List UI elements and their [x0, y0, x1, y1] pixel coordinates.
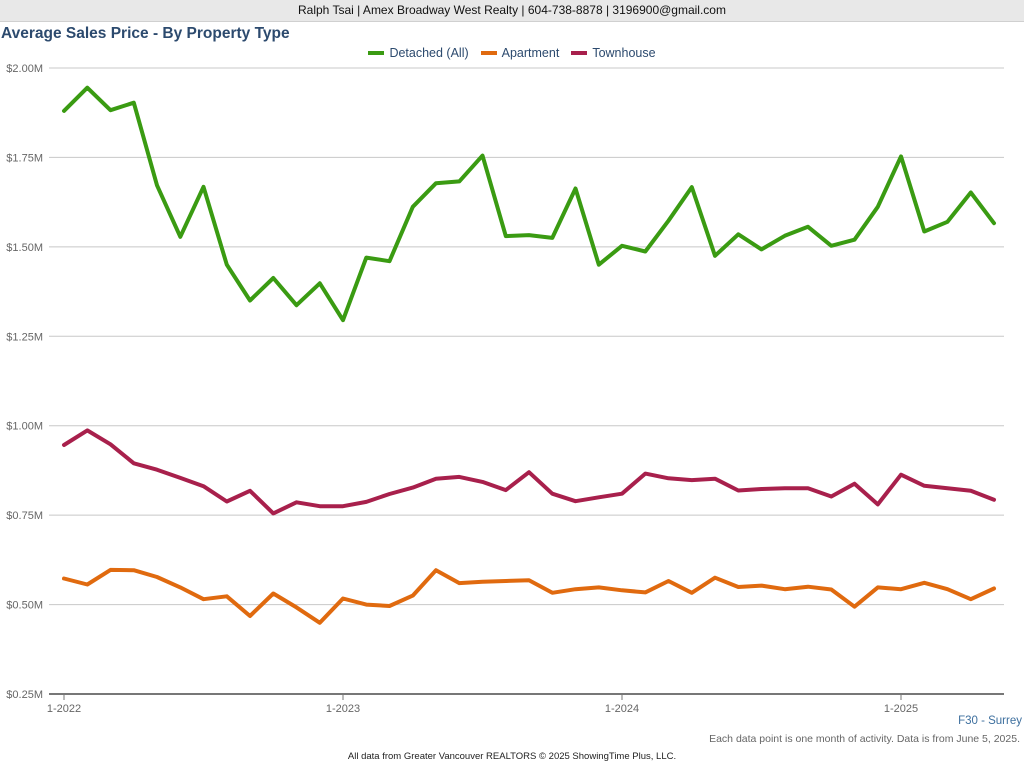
data-source-footer: All data from Greater Vancouver REALTORS… [347, 751, 677, 762]
series-line-detached-all [62, 85, 996, 323]
x-tick-label: 1-2022 [47, 703, 81, 715]
y-tick-label: $1.75M [6, 152, 43, 164]
legend-item-detached[interactable]: Detached (All) [368, 46, 469, 60]
chart-title: Average Sales Price - By Property Type [1, 25, 290, 42]
legend-label-detached: Detached (All) [389, 46, 469, 60]
legend-item-townhouse[interactable]: Townhouse [571, 46, 656, 60]
series-line-townhouse [62, 428, 996, 516]
legend-item-apartment[interactable]: Apartment [480, 46, 560, 60]
legend-swatch-townhouse [571, 51, 588, 55]
chart-legend: Detached (All) Apartment Townhouse [0, 46, 1024, 60]
legend-label-townhouse: Townhouse [592, 46, 656, 60]
y-tick-label: $1.00M [6, 421, 43, 433]
x-tick-label: 1-2025 [884, 703, 918, 715]
y-tick-label: $0.75M [6, 510, 43, 522]
y-tick-label: $1.50M [6, 242, 43, 254]
series-line-apartment [62, 567, 996, 625]
legend-swatch-apartment [480, 51, 497, 55]
region-label[interactable]: F30 - Surrey [958, 715, 1022, 727]
legend-label-apartment: Apartment [501, 46, 560, 60]
x-tick-label: 1-2023 [326, 703, 360, 715]
y-tick-label: $2.00M [6, 63, 43, 75]
y-tick-label: $1.25M [6, 331, 43, 343]
legend-swatch-detached [368, 51, 385, 55]
y-tick-label: $0.25M [6, 689, 43, 701]
y-tick-label: $0.50M [6, 600, 43, 612]
data-note: Each data point is one month of activity… [709, 733, 1020, 745]
contact-header-bar: Ralph Tsai | Amex Broadway West Realty |… [0, 0, 1024, 22]
x-tick-label: 1-2024 [605, 703, 639, 715]
